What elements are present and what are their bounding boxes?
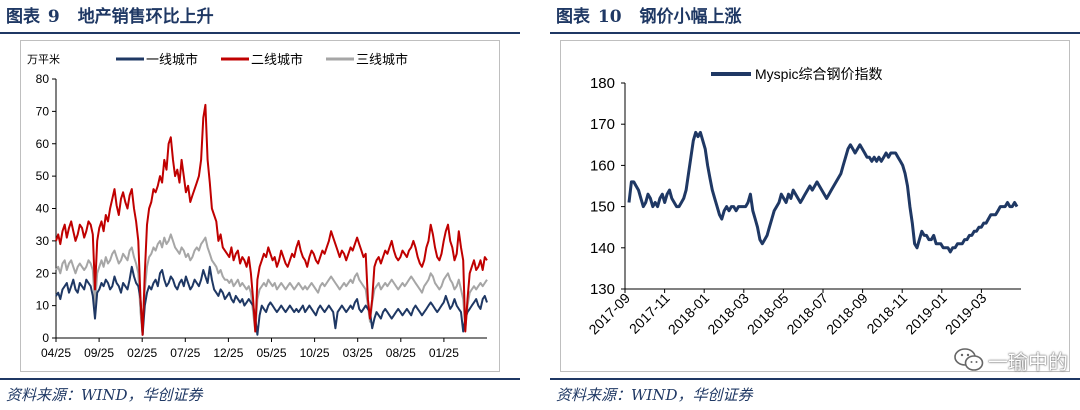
y-tick-label: 130: [590, 281, 615, 298]
wechat-watermark: 一瑜中的: [954, 340, 1068, 380]
x-tick-label: 2019-01: [902, 290, 950, 338]
figure-10-number: 10: [597, 7, 622, 27]
y-tick-label: 160: [590, 157, 615, 174]
figure-10-panel: 图表 10 钢价小幅上涨 130 140 150 160 170 180 2017-09 20…: [550, 0, 1080, 410]
y-tick-label: 30: [36, 234, 50, 248]
y-tick-label: 40: [36, 202, 50, 216]
x-tick-label: 01/25: [429, 346, 459, 360]
sales-chart-frame: 万平米 0 10 20 30 40 50 60 70 80 04/25 09/25 02/25 07/25…: [20, 40, 500, 372]
x-tick-label: 03/25: [343, 346, 373, 360]
property-sales-chart: 万平米 0 10 20 30 40 50 60 70 80 04/25 09/25 02/25 07/25…: [27, 52, 488, 360]
y-tick-label: 70: [36, 104, 50, 118]
y-tick-label: 140: [590, 240, 615, 257]
x-tick-label: 2018-07: [783, 290, 831, 338]
figure-10-heading: 钢价小幅上涨: [639, 7, 742, 27]
x-tick-label: 2018-09: [823, 290, 871, 338]
x-tick-label: 08/25: [386, 346, 416, 360]
x-tick-label: 09/25: [84, 346, 114, 360]
figure-10-title: 图表 10 钢价小幅上涨: [556, 4, 742, 30]
x-tick-label: 10/25: [300, 346, 330, 360]
x-tick-label: 2018-11: [863, 290, 910, 337]
y-tick-label: 180: [590, 75, 615, 92]
y-tick-label: 170: [590, 116, 615, 133]
series-line-1: [55, 265, 488, 336]
figure-9-title: 图表 9 地产销售环比上升: [6, 4, 214, 30]
watermark-text: 一瑜中的: [988, 349, 1068, 374]
y-tick-label: 80: [36, 72, 50, 86]
steel-index-line: [627, 130, 1019, 254]
figure-10-source: 资料来源：WIND，华创证券: [556, 386, 753, 404]
x-tick-label: 2018-01: [665, 290, 713, 338]
legend-label-3: 三线城市: [356, 52, 408, 67]
x-tick-label: 2018-03: [704, 290, 752, 338]
wechat-icon: [954, 348, 984, 371]
figure-9-number: 9: [47, 7, 60, 27]
y-tick-label: 20: [36, 266, 50, 280]
figure-9-top-rule: [0, 32, 520, 34]
y-tick-label: 50: [36, 169, 50, 183]
figure-10-label: 图表: [556, 7, 590, 27]
steel-chart-frame: 130 140 150 160 170 180 2017-09 2017-11 2018-01 2…: [560, 40, 1070, 372]
legend-label-1: 一线城市: [146, 52, 198, 67]
steel-price-chart: 1301401501601701802017-092017-112018-012…: [585, 66, 1021, 338]
y-tick-label: 60: [36, 137, 50, 151]
x-tick-label: 2017-11: [626, 290, 673, 337]
y-tick-label: 10: [36, 299, 50, 313]
legend-label: Myspic综合钢价指数: [755, 66, 883, 82]
figure-9-source: 资料来源：WIND，华创证券: [6, 386, 203, 404]
y-tick-label: 0: [42, 331, 49, 345]
y-tick-label: 150: [590, 199, 615, 216]
x-tick-label: 02/25: [127, 346, 157, 360]
x-tick-label: 05/25: [256, 346, 286, 360]
figure-9-panel: 图表 9 地产销售环比上升 万平米 0 10 20 30 40 50 60 70 80 04/25 0…: [0, 0, 520, 410]
y-unit-label: 万平米: [27, 53, 60, 66]
series-line-3: [55, 233, 488, 336]
figure-9-bottom-rule: [0, 378, 520, 380]
figure-10-bottom-rule: [550, 378, 1080, 380]
series-line-2: [55, 103, 488, 336]
legend-label-2: 二线城市: [251, 52, 303, 67]
figure-10-top-rule: [550, 32, 1080, 34]
figure-9-heading: 地产销售环比上升: [77, 7, 214, 27]
x-tick-label: 07/25: [170, 346, 200, 360]
x-tick-label: 2018-05: [744, 290, 792, 338]
x-tick-label: 12/25: [213, 346, 243, 360]
figure-9-label: 图表: [6, 7, 40, 27]
x-tick-label: 04/25: [41, 346, 71, 360]
x-tick-label: 2019-03: [942, 290, 990, 338]
